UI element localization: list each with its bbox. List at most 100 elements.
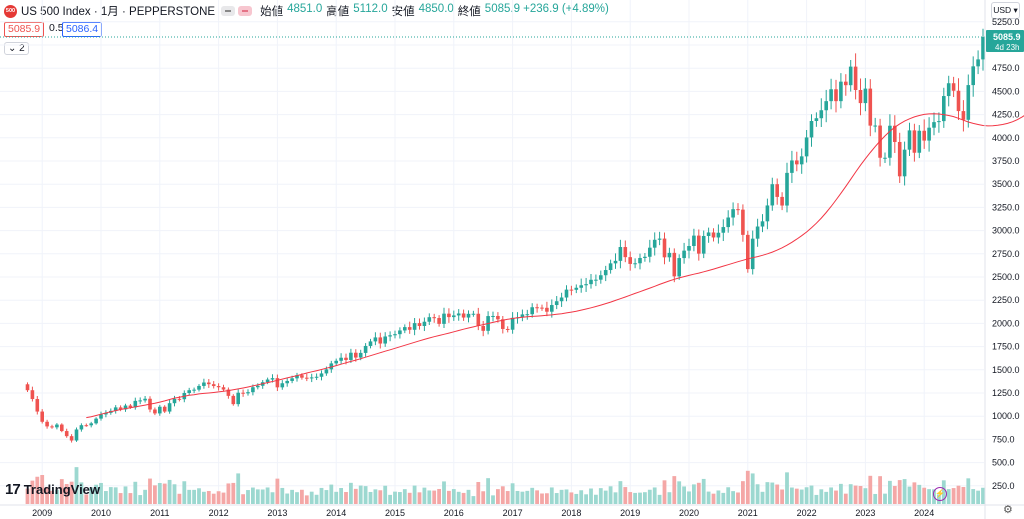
volume-bar: [349, 482, 353, 504]
currency-label: USD: [993, 5, 1012, 15]
candle: [138, 397, 142, 405]
volume-bar: [564, 489, 569, 504]
remove-symbol-icon[interactable]: [238, 6, 253, 16]
lightning-icon[interactable]: ⚡: [933, 487, 947, 501]
currency-button[interactable]: USD ▾: [991, 2, 1020, 19]
settings-gear-icon[interactable]: ⚙: [1003, 504, 1013, 516]
time-axis[interactable]: 2009 2010 2011 2012 2013 2014 2015 2016 2017 2018…: [0, 504, 1024, 518]
volume-bar: [324, 490, 329, 504]
volume-bar: [515, 490, 520, 504]
price-tick-label: 750.0: [992, 434, 1015, 444]
volume-bar: [907, 486, 912, 504]
volume-bar: [280, 487, 285, 504]
candle: [902, 141, 907, 186]
time-tick-label: 2017: [503, 508, 523, 518]
candle: [295, 372, 299, 382]
low-value: 4850.0: [418, 3, 454, 15]
volume-bar: [197, 488, 201, 504]
indicators-collapse-toggle[interactable]: ⌄ 2: [4, 42, 29, 55]
volume-bar: [981, 487, 985, 504]
tradingview-logo[interactable]: 17 TradingView: [5, 481, 100, 498]
candle: [741, 204, 745, 242]
candle: [922, 119, 926, 149]
candle: [69, 434, 74, 443]
volume-bar: [613, 492, 618, 504]
price-tick-label: 3750.0: [992, 156, 1020, 166]
volume-bar: [344, 492, 348, 504]
candle: [907, 122, 912, 156]
volume-bar: [358, 485, 363, 504]
sell-price-button[interactable]: 5085.9: [4, 22, 45, 37]
candle: [339, 353, 343, 365]
volume-bar: [265, 487, 270, 504]
volume-bar: [589, 488, 593, 504]
volume-bar: [721, 492, 726, 504]
candle: [334, 358, 338, 366]
spread-value: 0.5: [49, 22, 64, 34]
candle: [510, 312, 515, 334]
candle: [118, 405, 123, 412]
candle: [937, 112, 941, 133]
volume-bar: [206, 491, 211, 504]
volume-bar: [55, 489, 59, 504]
volume-bar: [177, 493, 182, 504]
volume-bar: [30, 480, 35, 504]
candle: [525, 309, 530, 320]
volume-bar: [682, 486, 686, 504]
candle: [540, 304, 544, 311]
volume-bar: [45, 486, 49, 504]
price-tick-label: 3000.0: [992, 226, 1020, 236]
volume-bar: [603, 490, 608, 504]
candle: [211, 381, 216, 389]
volume-bar: [285, 493, 290, 504]
last-price-badge: 5085.94d 23h: [986, 30, 1024, 53]
hide-legend-icon[interactable]: [221, 6, 236, 16]
candle: [280, 380, 285, 390]
candle: [912, 123, 917, 162]
open-value: 4851.0: [287, 3, 323, 15]
candle: [652, 232, 657, 256]
tradingview-wordmark: TradingView: [23, 482, 101, 497]
candle: [158, 404, 162, 416]
candle: [946, 75, 951, 107]
candle: [79, 423, 84, 432]
volume-bar: [574, 493, 579, 504]
candle: [501, 315, 505, 334]
candle: [491, 311, 495, 322]
candle: [584, 277, 588, 292]
candle: [50, 424, 54, 429]
volume-bar: [35, 476, 40, 504]
candle: [187, 387, 191, 396]
time-tick-label: 2009: [32, 508, 52, 518]
candle: [172, 395, 177, 407]
time-tick-label: 2020: [679, 508, 699, 518]
candle: [956, 78, 961, 121]
volume-bar: [104, 491, 108, 504]
candle: [64, 428, 69, 438]
candle: [84, 423, 89, 427]
candle: [202, 378, 206, 389]
candle: [104, 410, 108, 418]
candle: [917, 125, 922, 159]
high-value: 5112.0: [353, 3, 388, 15]
volume-bar: [255, 489, 260, 504]
buy-price-button[interactable]: 5086.4: [62, 22, 103, 37]
volume-bar: [946, 489, 951, 504]
candle: [667, 247, 672, 262]
symbol-title[interactable]: US 500 Index · 1月 · PEPPERSTONE: [21, 6, 216, 18]
candle: [216, 383, 221, 391]
price-axis[interactable]: 5250.05000.04750.04500.04250.04000.03750…: [984, 0, 1020, 519]
candle: [746, 230, 750, 273]
volume-bar: [579, 490, 584, 504]
volume-bar: [260, 489, 265, 504]
candle: [505, 326, 510, 333]
volume-bar: [961, 486, 966, 504]
volume-bar: [834, 490, 838, 504]
candle: [554, 296, 559, 310]
volume-bar: [295, 492, 299, 504]
volume-bar: [878, 476, 882, 504]
volume-bar: [814, 494, 819, 504]
candle: [412, 318, 417, 336]
candle: [221, 384, 226, 392]
